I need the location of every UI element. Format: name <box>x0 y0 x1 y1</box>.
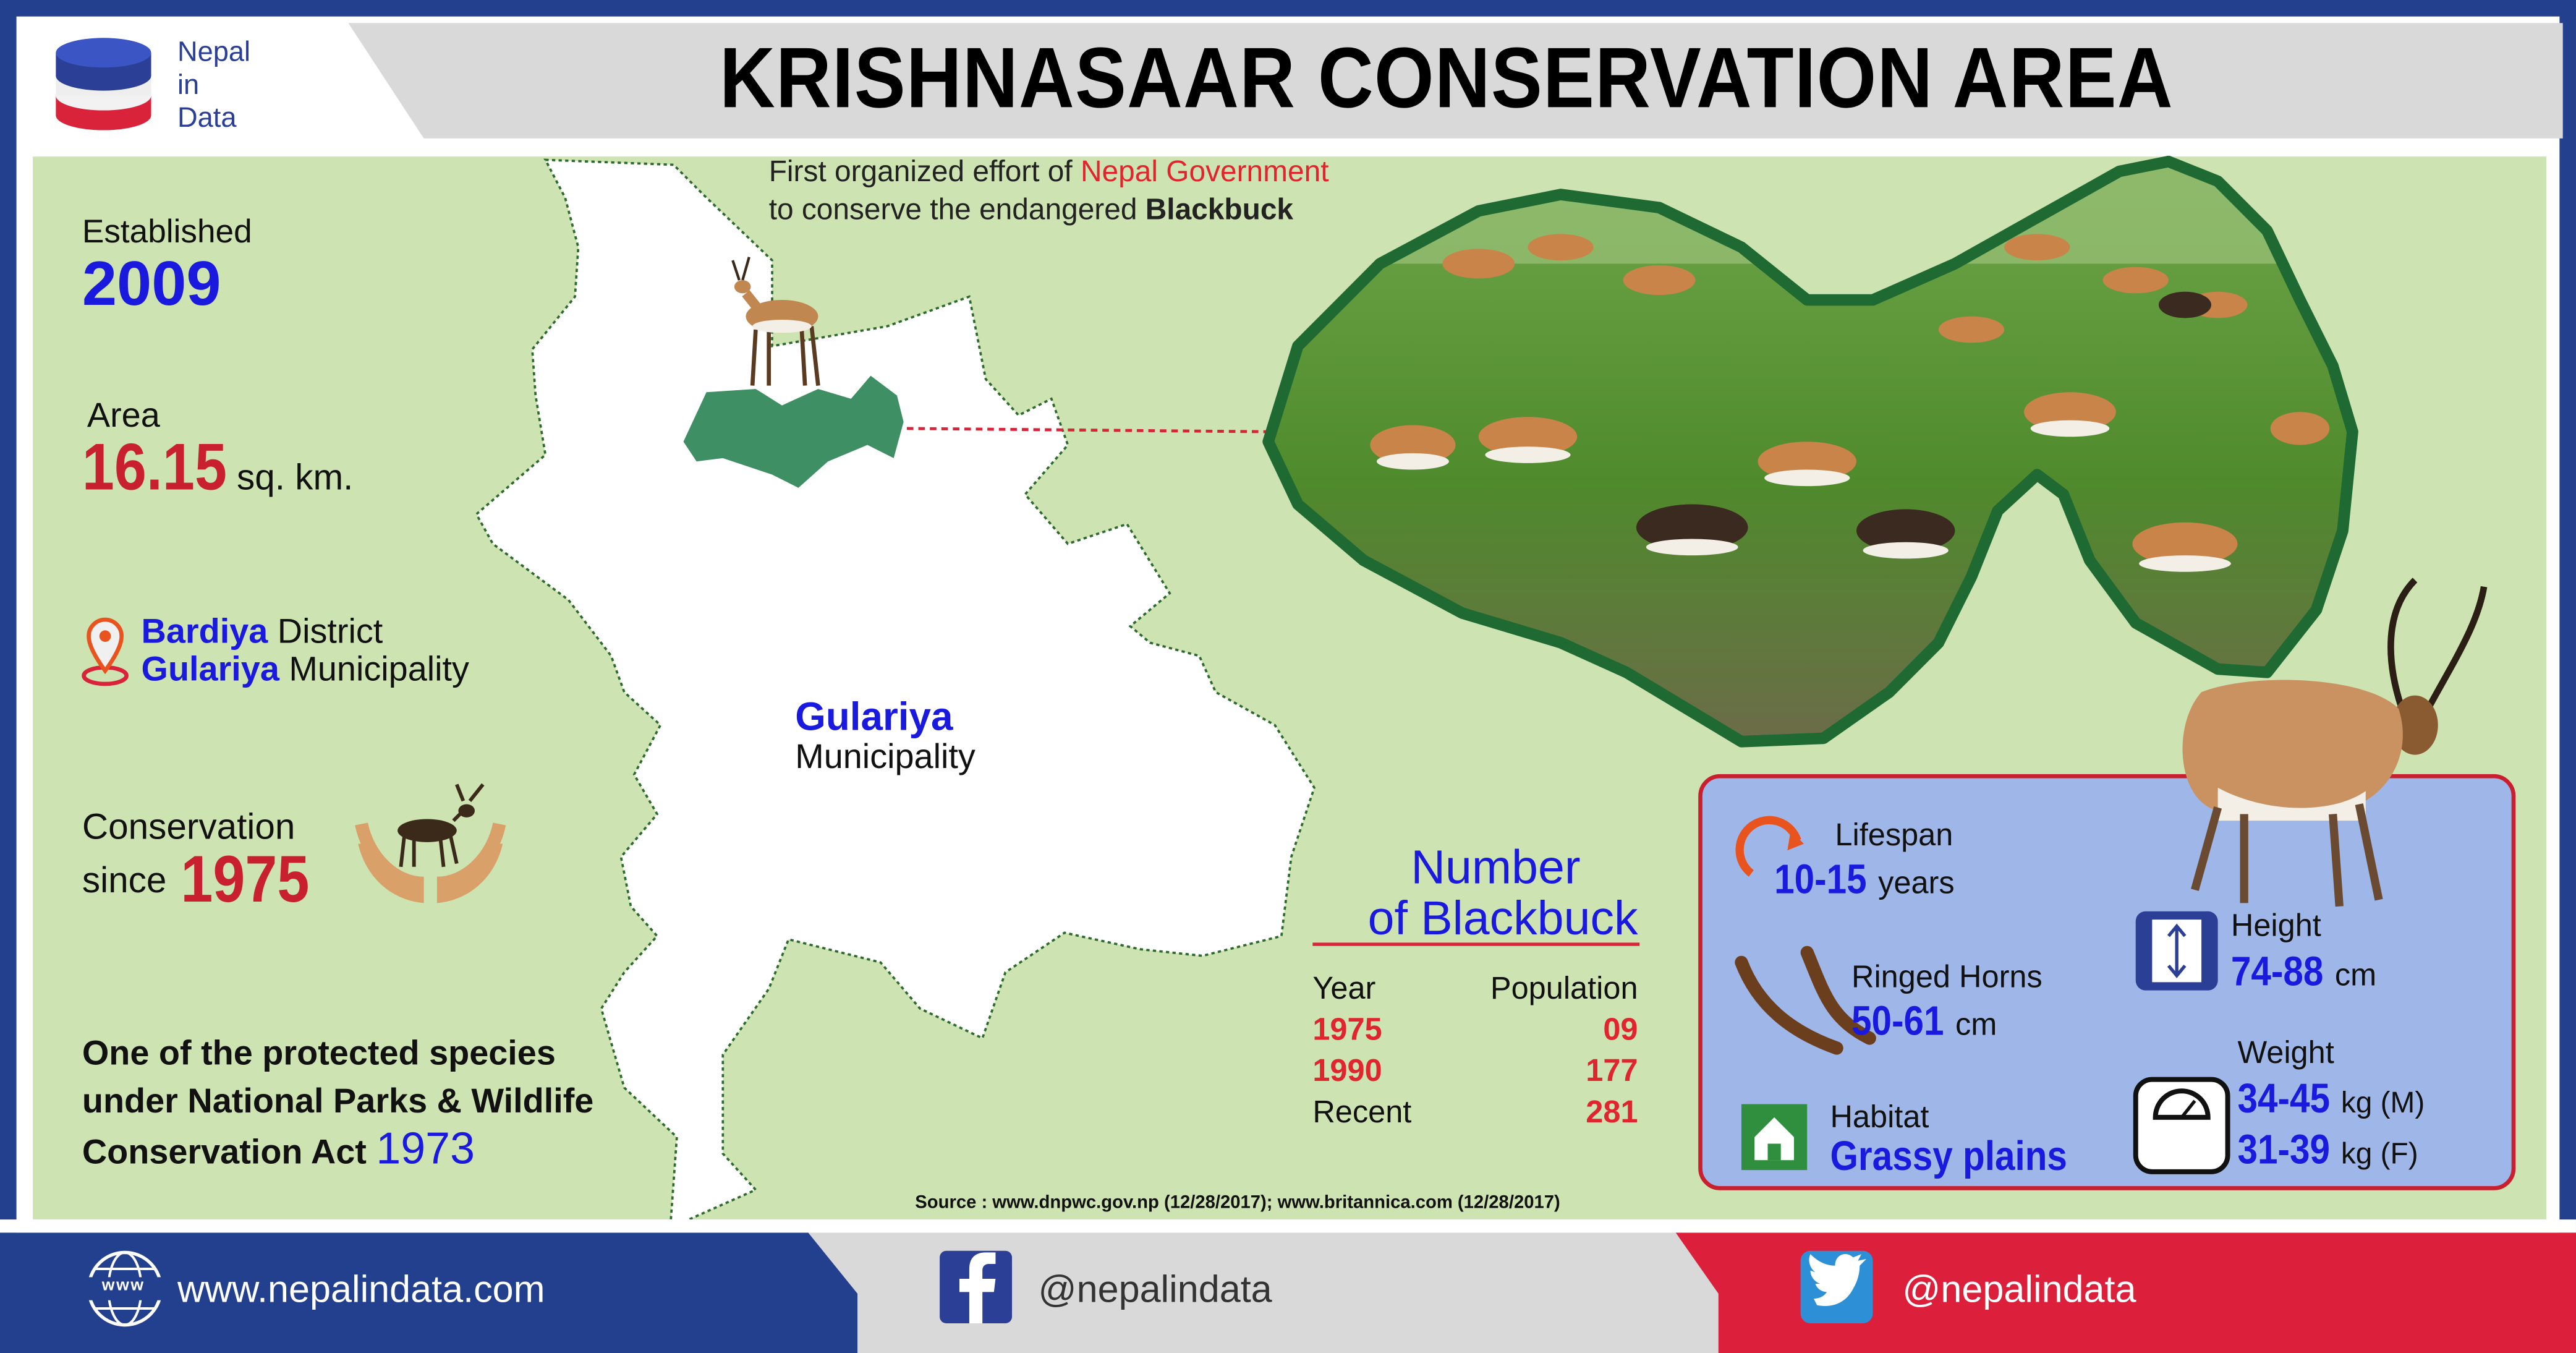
twitter-handle[interactable]: @nepalindata <box>1902 1267 2136 1310</box>
location-pin-icon <box>82 617 129 686</box>
column-header-year: Year <box>1312 972 1376 1007</box>
population-table: Year Population 1975 09 1990 177 Recent 281 <box>1312 972 1638 1137</box>
weight-label: Weight <box>2237 1036 2334 1072</box>
weight-icon <box>2133 1077 2230 1174</box>
facebook-handle[interactable]: @nepalindata <box>1038 1267 1272 1310</box>
conservation-area-shape <box>683 375 904 488</box>
height-value: 74-88 cm <box>2230 949 2377 996</box>
horns-label: Ringed Horns <box>1851 960 2043 996</box>
conservation-label: Conservation <box>82 806 295 847</box>
footer-left-top <box>0 1232 858 1294</box>
intro-text: First organized effort of Nepal Governme… <box>768 155 1329 226</box>
conservation-since: since 1975 <box>82 843 326 918</box>
protected-text: One of the protected species under Natio… <box>82 1035 594 1174</box>
twitter-icon <box>1800 1250 1873 1323</box>
lifespan-value: 10-15 years <box>1774 856 1955 903</box>
established-year: 2009 <box>82 250 221 320</box>
frame-left-bar <box>0 0 17 1353</box>
connector-line <box>906 427 1272 433</box>
table-row: Recent 281 <box>1312 1096 1638 1131</box>
established-label: Established <box>82 214 252 251</box>
conservation-year: 1975 <box>180 843 309 916</box>
header-banner <box>56 23 2563 139</box>
frame-top-bar <box>0 0 2576 17</box>
weight-female-value: 31-39 kg (F) <box>2237 1127 2418 1174</box>
website-link[interactable]: www.nepalindata.com <box>177 1267 545 1310</box>
frame-right-bar <box>2559 0 2576 1353</box>
facts-box <box>1698 774 2516 1190</box>
table-row: 1990 177 <box>1312 1054 1638 1090</box>
area-unit: sq. km. <box>236 456 354 498</box>
conservation-hands-icon <box>355 783 506 903</box>
area-label: Area <box>87 397 160 435</box>
brand-name: Nepal in Data <box>177 36 251 134</box>
brand-logo-icon <box>56 38 151 130</box>
globe-icon <box>82 1250 168 1327</box>
location-text: Bardiya District Gulariya Municipality <box>141 613 469 689</box>
blackbuck-large-icon <box>2182 578 2488 907</box>
footer-left <box>0 1294 858 1353</box>
gulariya-municipality-map <box>475 158 1316 1230</box>
weight-male-value: 34-45 kg (M) <box>2237 1076 2425 1122</box>
horns-value: 50-61 cm <box>1851 998 1997 1045</box>
page-title: KRISHNASAAR CONSERVATION AREA <box>719 31 2174 127</box>
facebook-icon <box>940 1250 1013 1323</box>
population-title: Number of Blackbuck <box>1367 842 1638 946</box>
horns-icon <box>1735 945 1876 1055</box>
map-municipality-label: Gulariya Municipality <box>795 695 976 777</box>
lifespan-label: Lifespan <box>1835 819 1953 854</box>
photo-frame-border <box>1262 155 2358 748</box>
area-value-group: 16.15 sq. km. <box>82 432 354 506</box>
lifespan-icon <box>1735 816 1804 877</box>
blackbuck-small-icon <box>731 257 820 386</box>
table-row: 1975 09 <box>1312 1013 1638 1048</box>
source-text: Source : www.dnpwc.gov.np (12/28/2017); … <box>915 1193 1560 1213</box>
population-title-underline <box>1312 942 1640 946</box>
habitat-label: Habitat <box>1830 1101 1929 1136</box>
globe-label: www <box>101 1277 145 1295</box>
habitat-icon <box>1741 1104 1808 1171</box>
habitat-value: Grassy plains <box>1830 1133 2067 1180</box>
column-header-population: Population <box>1490 972 1638 1007</box>
footer-right <box>1675 1232 2576 1353</box>
height-icon <box>2135 911 2218 991</box>
height-label: Height <box>2230 910 2321 945</box>
area-value: 16.15 <box>82 432 227 505</box>
footer-middle <box>808 1232 1719 1353</box>
